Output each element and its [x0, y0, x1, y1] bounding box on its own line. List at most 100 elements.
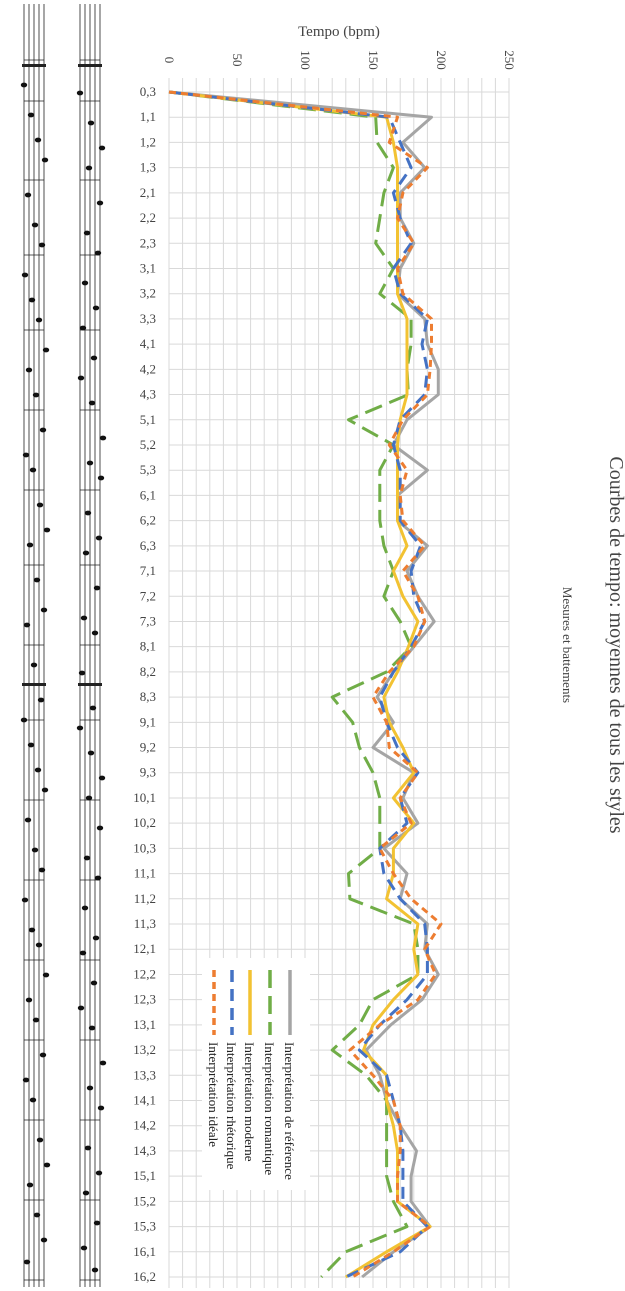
- note-head: [39, 427, 47, 433]
- note-head: [31, 847, 39, 853]
- note-head: [76, 725, 84, 731]
- category-tick-label: 1,1: [140, 109, 156, 124]
- note-head: [97, 1105, 105, 1111]
- note-head: [77, 375, 85, 381]
- category-tick-label: 5,3: [140, 462, 156, 477]
- note-head: [22, 1077, 30, 1083]
- note-head: [33, 1212, 41, 1218]
- value-tick-label: 50: [230, 54, 245, 67]
- category-tick-label: 12,2: [133, 966, 156, 981]
- note-head: [23, 622, 31, 628]
- note-head: [29, 1097, 37, 1103]
- note-head: [25, 997, 33, 1003]
- category-tick-label: 4,1: [140, 336, 156, 351]
- note-head: [43, 1162, 51, 1168]
- note-head: [31, 222, 39, 228]
- note-head: [94, 875, 102, 881]
- note-head: [97, 475, 105, 481]
- category-tick-label: 12,1: [133, 941, 156, 956]
- note-head: [40, 607, 48, 613]
- category-tick-label: 11,2: [134, 891, 156, 906]
- note-head: [20, 82, 28, 88]
- note-head: [30, 662, 38, 668]
- note-head: [21, 897, 29, 903]
- category-tick-label: 6,3: [140, 538, 156, 553]
- category-tick-label: 11,3: [134, 916, 156, 931]
- category-tick-label: 15,3: [133, 1219, 156, 1234]
- note-head: [82, 550, 90, 556]
- category-tick-label: 8,3: [140, 689, 156, 704]
- value-tick-label: 0: [162, 57, 177, 64]
- note-head: [90, 980, 98, 986]
- music-score-strip: [20, 4, 107, 1287]
- category-tick-label: 10,3: [133, 840, 156, 855]
- note-head: [80, 615, 88, 621]
- note-head: [90, 355, 98, 361]
- note-head: [78, 670, 86, 676]
- series-line: [168, 90, 420, 1279]
- note-head: [22, 452, 30, 458]
- note-head: [94, 250, 102, 256]
- legend-label: Interprétation rhétorique: [224, 1042, 239, 1170]
- value-tick-label: 250: [502, 50, 517, 70]
- category-tick-label: 3,1: [140, 260, 156, 275]
- note-head: [20, 717, 28, 723]
- note-head: [86, 460, 94, 466]
- note-head: [34, 767, 42, 773]
- note-head: [79, 325, 87, 331]
- note-head: [76, 90, 84, 96]
- note-head: [42, 347, 50, 353]
- note-head: [26, 1182, 34, 1188]
- category-tick-label: 2,1: [140, 185, 156, 200]
- note-head: [98, 775, 106, 781]
- category-tick-label: 0,3: [140, 84, 156, 99]
- note-head: [95, 535, 103, 541]
- category-tick-label: 7,1: [140, 563, 156, 578]
- note-head: [39, 1052, 47, 1058]
- category-tick-label: 14,1: [133, 1093, 156, 1108]
- double-bar: [22, 683, 46, 686]
- category-tick-label: 4,2: [140, 361, 156, 376]
- category-tick-label: 10,1: [133, 790, 156, 805]
- note-head: [81, 905, 89, 911]
- series-lines: [168, 90, 443, 1279]
- note-head: [35, 942, 43, 948]
- note-head: [79, 950, 87, 956]
- note-head: [38, 867, 46, 873]
- note-head: [93, 585, 101, 591]
- note-head: [35, 317, 43, 323]
- category-tick-label: 15,1: [133, 1168, 156, 1183]
- category-tick-label: 5,1: [140, 412, 156, 427]
- note-head: [24, 192, 32, 198]
- note-head: [96, 200, 104, 206]
- category-tick-label: 1,3: [140, 160, 156, 175]
- category-tick-label: 2,2: [140, 210, 156, 225]
- note-head: [86, 1085, 94, 1091]
- note-head: [28, 927, 36, 933]
- note-head: [41, 787, 49, 793]
- note-head: [33, 577, 41, 583]
- category-tick-label: 8,1: [140, 639, 156, 654]
- note-head: [36, 1137, 44, 1143]
- note-head: [36, 502, 44, 508]
- note-head: [28, 297, 36, 303]
- category-tick-label: 14,3: [133, 1143, 156, 1158]
- value-tick-labels: 0 50 100 150 200 250: [162, 50, 517, 70]
- note-head: [32, 1017, 40, 1023]
- note-head: [88, 400, 96, 406]
- category-tick-label: 7,2: [140, 588, 156, 603]
- chart-title: Courbes de tempo: moyennes de tous les s…: [605, 456, 625, 833]
- note-head: [26, 542, 34, 548]
- note-head: [87, 120, 95, 126]
- category-tick-label: 3,3: [140, 311, 156, 326]
- category-tick-label: 7,3: [140, 613, 156, 628]
- category-tick-label: 3,2: [140, 286, 156, 301]
- value-tick-label: 200: [434, 50, 449, 70]
- note-head: [84, 1145, 92, 1151]
- double-bar: [22, 64, 46, 67]
- note-head: [77, 1005, 85, 1011]
- note-head: [96, 825, 104, 831]
- value-tick-label: 150: [366, 50, 381, 70]
- note-head: [41, 157, 49, 163]
